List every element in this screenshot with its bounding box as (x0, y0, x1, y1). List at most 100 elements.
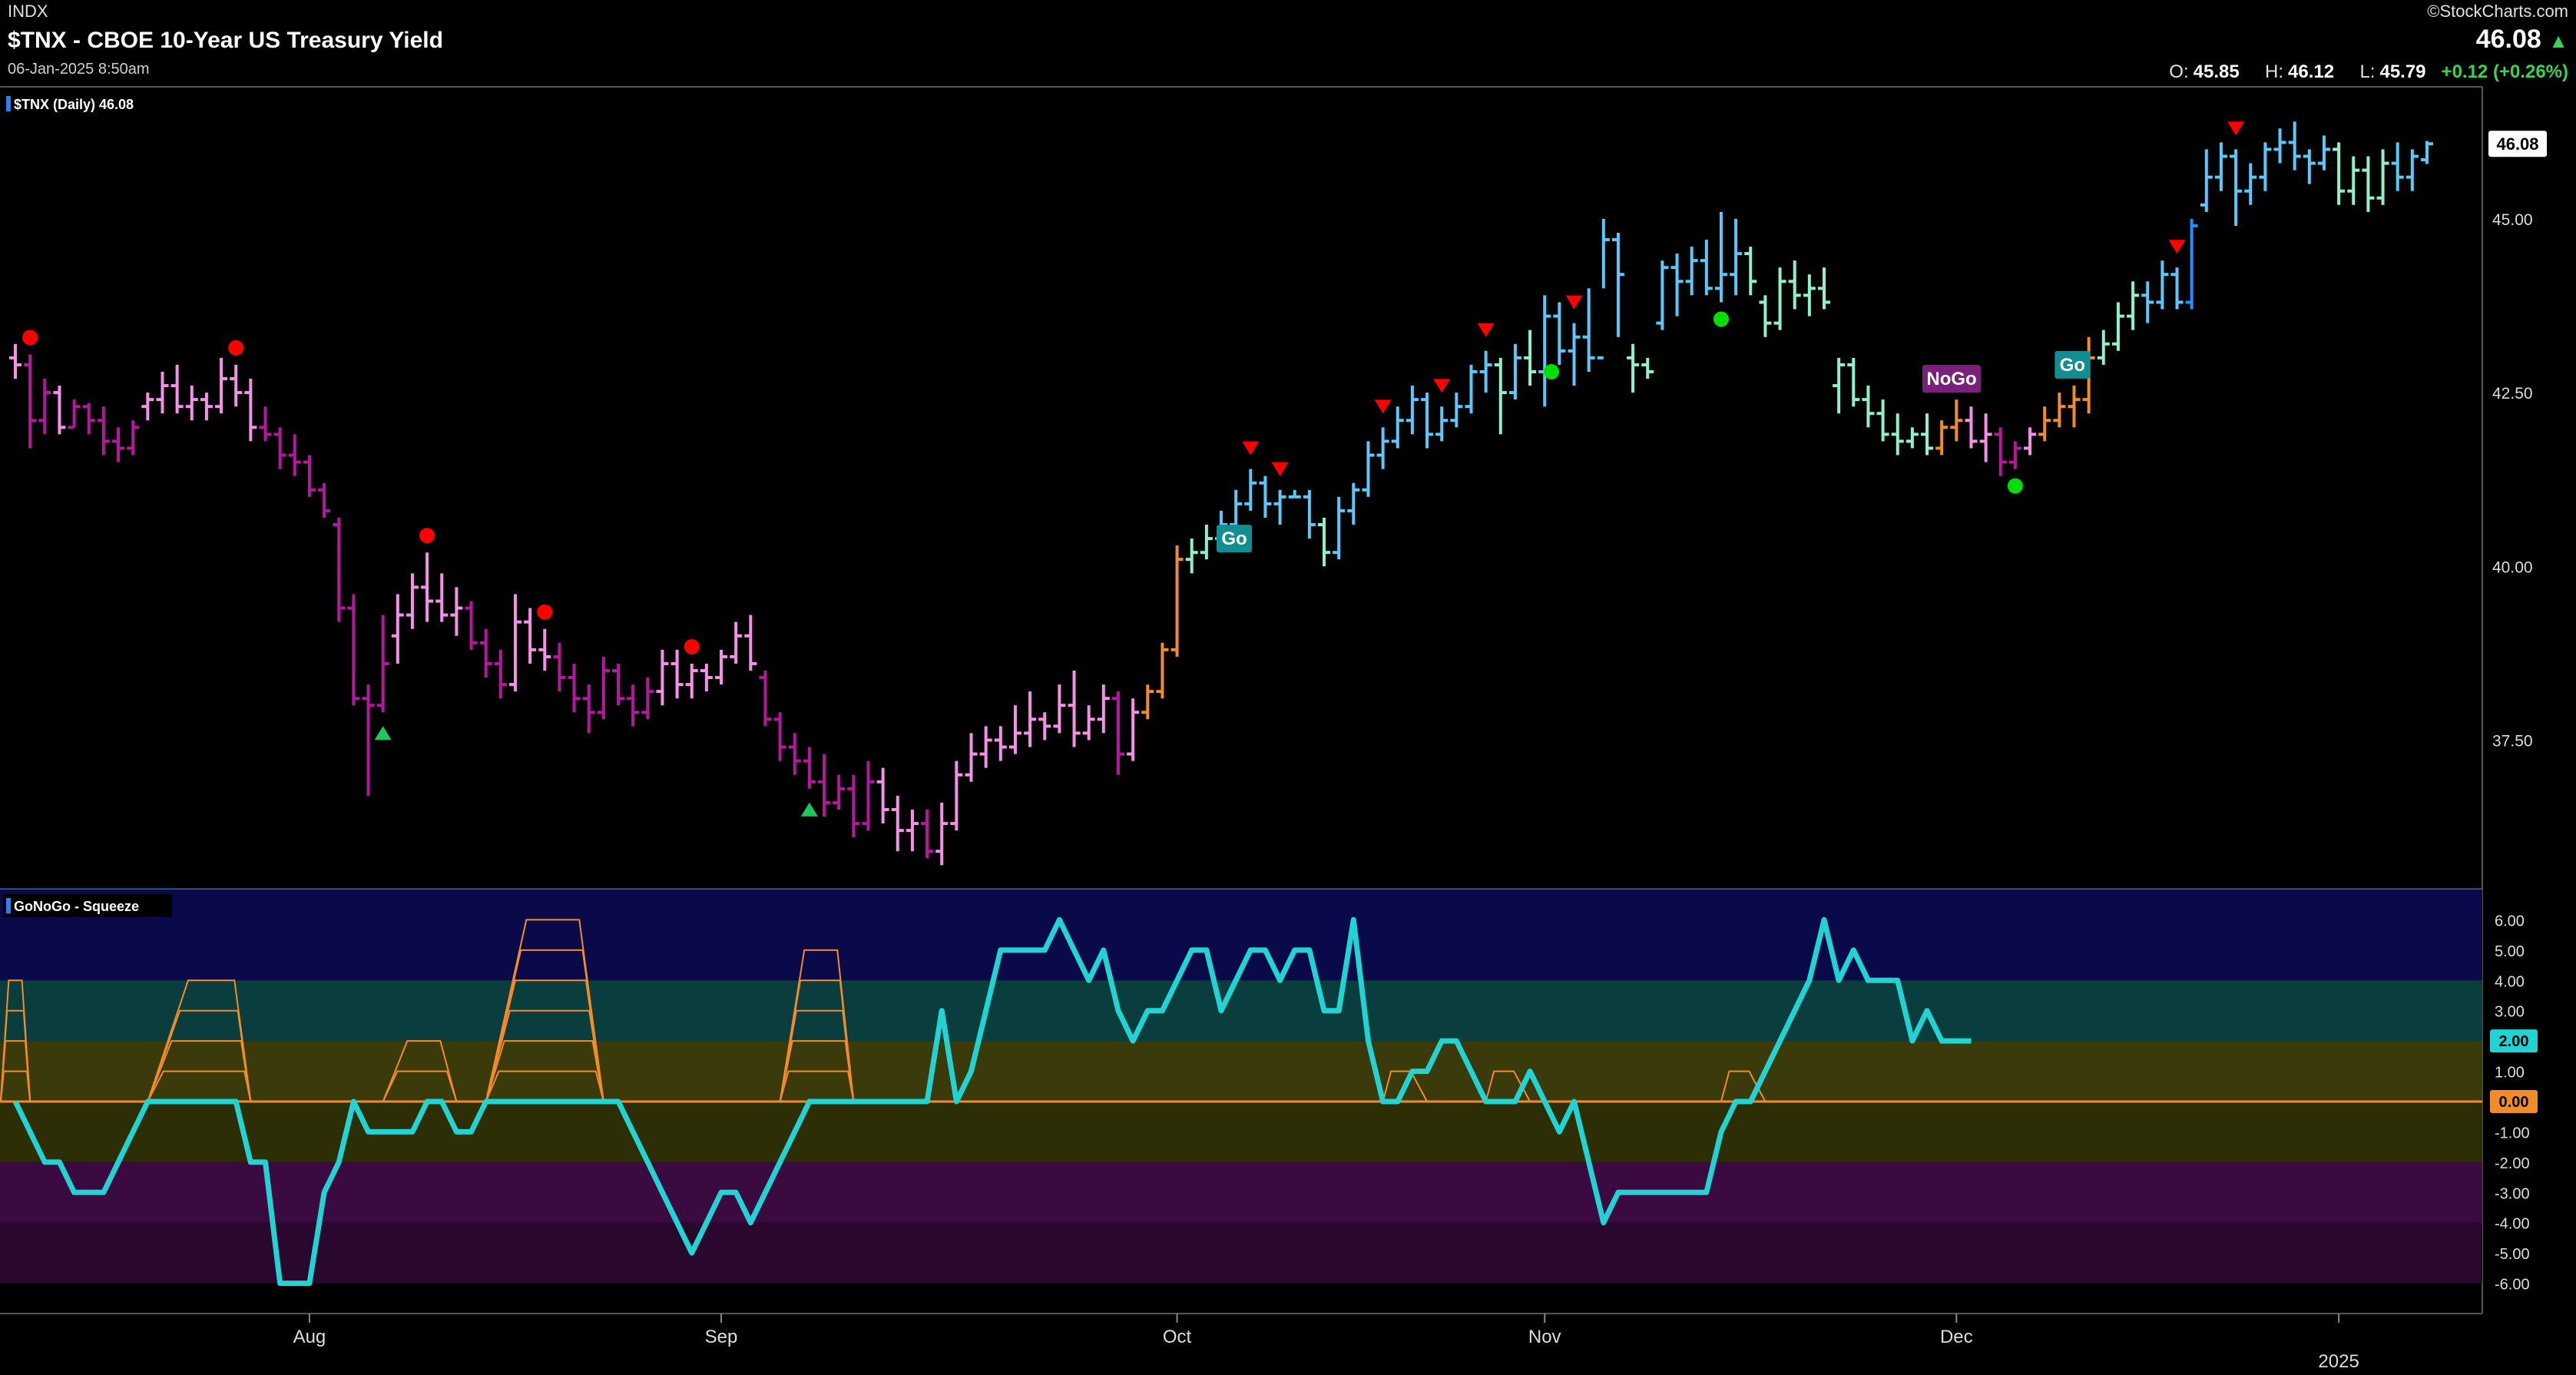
price-bar (1097, 684, 1110, 734)
price-bar (2405, 149, 2419, 191)
price-bar (1906, 427, 1919, 449)
price-bar (2421, 141, 2433, 164)
price-bar (1111, 691, 1124, 775)
price-bar (406, 573, 419, 629)
price-bar (2141, 281, 2154, 323)
price-bar (670, 649, 684, 699)
oscillator-zero-tag-text: 0.00 (2499, 1094, 2529, 1111)
price-bar (362, 684, 375, 796)
price-bar (1347, 482, 1360, 525)
low-value: 45.79 (2379, 61, 2426, 82)
price-bar (1391, 406, 1404, 449)
high-label: H: (2265, 61, 2284, 82)
x-axis: Aug Sep Oct Nov Dec 2025 (293, 1314, 2359, 1372)
price-bar (1273, 489, 1286, 525)
price-bar (1538, 295, 1551, 407)
price-bar (950, 760, 963, 831)
price-bar (597, 656, 610, 720)
signal-dot (1713, 311, 1729, 327)
price-tick-label: 45.00 (2492, 211, 2533, 229)
signal-triangle-down (1477, 323, 1495, 337)
oscillator-tick-label: 6.00 (2495, 913, 2525, 929)
price-bar (2230, 149, 2243, 226)
price-bar (891, 795, 904, 852)
oscillator-band (0, 980, 2482, 1042)
price-bar (1376, 427, 1389, 469)
price-bar (568, 663, 581, 713)
oscillator-tick-label: 3.00 (2495, 1004, 2525, 1021)
price-bar (1994, 427, 2007, 476)
price-legend-text: $TNX (Daily) 46.08 (14, 97, 134, 112)
price-bar (1700, 240, 1713, 296)
price-bar (2008, 441, 2021, 469)
price-bar (82, 403, 95, 435)
price-bar (906, 809, 919, 852)
regime-label-text: NoGo (1926, 369, 1976, 389)
squeeze-spike-level (0, 979, 31, 1102)
price-legend-swatch (6, 96, 11, 111)
squeeze-spike-level (779, 949, 855, 1102)
price-bar (685, 663, 698, 699)
signal-triangle-up (374, 726, 392, 741)
price-bar (1141, 684, 1154, 720)
price-bar (818, 754, 831, 817)
price-bar (141, 393, 154, 421)
price-bar (53, 386, 66, 435)
price-bar (494, 649, 507, 699)
price-bar (1185, 538, 1198, 574)
price-bar (2214, 142, 2227, 191)
oscillator-legend: GoNoGo - Squeeze (3, 894, 172, 917)
change-value: +0.12 (+0.26%) (2441, 61, 2568, 82)
price-bar (553, 642, 566, 692)
price-bar (847, 774, 860, 838)
last-price-value: 46.08 (2475, 25, 2541, 54)
regime-labels: Go NoGo Go (1217, 350, 2091, 553)
price-bar (1508, 343, 1521, 400)
price-bar (2127, 281, 2140, 330)
price-bar (2273, 128, 2286, 164)
signal-dot (22, 330, 38, 346)
price-bar (1038, 712, 1051, 741)
price-bar (965, 733, 978, 782)
price-bar (627, 684, 640, 727)
price-legend-bg (3, 92, 149, 115)
price-bar (112, 427, 125, 462)
price-bar (2170, 267, 2184, 310)
price-bar (1435, 406, 1449, 442)
price-bar (994, 726, 1007, 761)
price-bar (935, 802, 949, 866)
price-bar (1950, 399, 1963, 442)
up-arrow-icon: ▲ (2548, 29, 2568, 52)
price-bar (68, 399, 81, 429)
price-bar (2303, 149, 2316, 184)
price-bar (833, 774, 846, 810)
price-bar (2200, 149, 2213, 212)
price-bar (1362, 441, 1375, 497)
price-bar (1082, 705, 1095, 741)
price-bar (2288, 121, 2301, 171)
price-bar (2317, 135, 2330, 171)
price-bar (1303, 489, 1316, 539)
brand-label[interactable]: ©StockCharts.com (2427, 2, 2568, 22)
regime-label-text: Go (1221, 528, 1247, 549)
oscillator-band (0, 1222, 2482, 1284)
price-bar (1465, 364, 1478, 414)
price-bar (171, 364, 184, 414)
low-label: L: (2359, 61, 2376, 82)
oscillator-tick-label: 5.00 (2495, 943, 2525, 960)
oscillator-last-tag (2490, 1029, 2538, 1053)
regime-label-text: Go (2060, 355, 2085, 376)
price-bar (1259, 475, 1272, 518)
squeeze-spike (147, 979, 252, 1102)
price-bar (803, 747, 816, 789)
oscillator-tick-label: -2.00 (2495, 1155, 2530, 1172)
x-tick-label: Nov (1528, 1327, 1561, 1347)
price-bar (1568, 323, 1581, 386)
price-bar (2053, 393, 2066, 428)
price-bar (1979, 413, 1992, 462)
oscillator-tick-label: -1.00 (2495, 1125, 2530, 1141)
price-bar (1656, 260, 1669, 330)
price-bar (2097, 330, 2110, 365)
price-bar (538, 628, 551, 671)
